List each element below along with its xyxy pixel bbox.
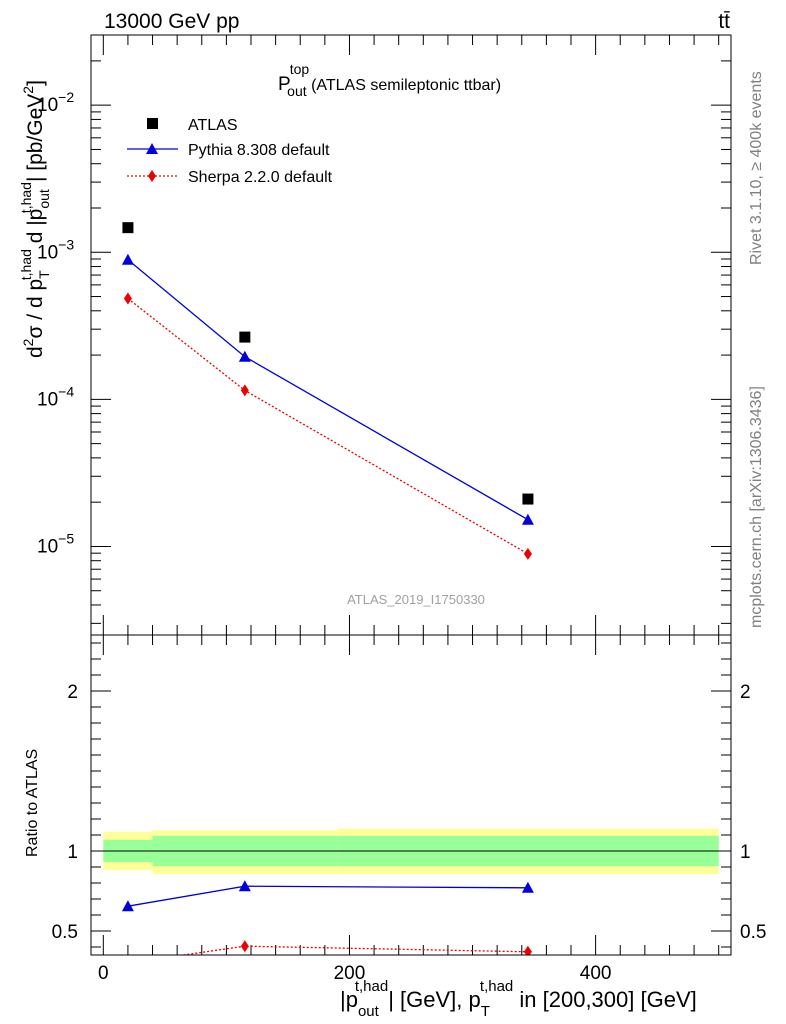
x-tick-label: 200 [334, 963, 366, 984]
ratio-series [121, 880, 534, 969]
ratio-y-tick-label-left: 2 [67, 682, 78, 703]
main-data-point [239, 331, 251, 343]
main-frame [90, 34, 732, 636]
ylabel-p5: ] [24, 80, 47, 86]
ratio-y-tick-label-right: 0.5 [740, 922, 766, 943]
ratio-y-tick-label-right: 1 [740, 842, 751, 863]
main-data-point [522, 493, 534, 505]
main-data-point [122, 222, 134, 234]
plot-title-sup: top [290, 61, 310, 77]
main-data-point [240, 384, 249, 397]
ylabel-p3: d |p [24, 209, 47, 249]
collision-label: 13000 GeV pp [104, 10, 239, 33]
process-label: tt̄ [718, 10, 730, 33]
main-y-axis-label: d2σ / d pTt,had d |poutt,had| [pb/GeV2] [18, 80, 52, 358]
ratio-series-line [127, 885, 528, 907]
main-y-tick-labels: 10−5 10−4 10−3 10−2 [37, 89, 74, 557]
main-axis-ticks [91, 34, 731, 635]
ratio-panel: 0.5 0.5 1 1 2 2 0 200 400 Ratio to ATLAS |pout t… [24, 634, 767, 1020]
ratio-data-point [523, 945, 532, 955]
x-tick-label: 0 [98, 963, 109, 984]
xlabel-p2sup: t,had [480, 978, 513, 995]
legend-sherpa-label: Sherpa 2.2.0 default [188, 169, 333, 186]
y-tick-label: 10−2 [37, 89, 74, 116]
legend-atlas-marker [147, 118, 158, 129]
x-axis-label: |pout t,had| [GeV], pTt,had in [200,300] … [340, 978, 697, 1020]
main-data-point [123, 292, 132, 305]
ylabel-p3sub: out [36, 189, 52, 209]
x-tick-labels: 0 200 400 [98, 963, 611, 984]
xlabel-p1sup: t,had [355, 978, 388, 995]
legend-sherpa-marker [148, 170, 156, 182]
ylabel-p1: d [24, 346, 47, 358]
legend-pythia-label: Pythia 8.308 default [188, 142, 330, 159]
y-tick-label: 10−4 [37, 383, 74, 410]
y-tick-label: 10−3 [37, 236, 74, 263]
ratio-data-point [240, 940, 249, 953]
ylabel-p1sup: 2 [20, 338, 36, 346]
xlabel-p2: | [GeV], p [388, 987, 481, 1012]
ylabel-p2: σ / d p [24, 279, 47, 339]
ylabel-p3sup: t,had [18, 182, 34, 213]
ratio-y-axis-label: Ratio to ATLAS [24, 749, 41, 857]
xlabel-p1sub: out [358, 1003, 380, 1020]
rivet-label: Rivet 3.1.10, ≥ 400k events [748, 71, 765, 265]
ratio-y-tick-label-left: 1 [67, 842, 78, 863]
main-data-point [523, 547, 532, 560]
main-series-line [127, 297, 529, 555]
xlabel-p3: in [200,300] [GeV] [513, 987, 696, 1012]
ylabel-p4sup: 2 [20, 86, 36, 94]
ylabel-p2sup: t,had [18, 249, 34, 280]
main-series [121, 222, 534, 560]
analysis-watermark: ATLAS_2019_I1750330 [347, 592, 485, 607]
ylabel-p2sub: T [36, 270, 52, 279]
ratio-data-point [238, 880, 251, 892]
xlabel-p1: |p [340, 987, 358, 1012]
plot-title-sub: out [287, 83, 307, 99]
ratio-data-point [124, 957, 132, 969]
legend: ATLAS Pythia 8.308 default Sherpa 2.2.0 … [127, 117, 333, 186]
ratio-y-tick-labels: 0.5 0.5 1 1 2 2 [52, 682, 767, 943]
ratio-data-point [521, 881, 534, 893]
ylabel-p4: | [pb/GeV [24, 94, 47, 182]
main-data-point [521, 513, 534, 525]
ratio-axis-ticks [91, 635, 731, 955]
main-panel: 10−5 10−4 10−3 10−2 Ptop out (ATLAS semilept… [18, 34, 732, 636]
xlabel-p2sub: T [481, 1003, 490, 1020]
x-tick-label: 400 [580, 963, 612, 984]
main-series-line [127, 259, 529, 521]
ratio-y-tick-label-left: 0.5 [52, 922, 78, 943]
ratio-y-tick-label-right: 2 [740, 682, 751, 703]
plot-title: Ptop out (ATLAS semileptonic ttbar) [278, 61, 501, 99]
main-data-point [238, 350, 251, 362]
plot-title-suffix: (ATLAS semileptonic ttbar) [307, 77, 501, 94]
main-data-point [121, 253, 134, 265]
legend-pythia-marker [146, 143, 158, 154]
plot-title-base: P [278, 74, 291, 95]
ratio-frame [90, 634, 732, 956]
ratio-data-point [121, 900, 134, 912]
y-tick-label: 10−5 [37, 530, 74, 557]
legend-atlas-label: ATLAS [188, 117, 238, 134]
mcplots-label: mcplots.cern.ch [arXiv:1306.3436] [748, 386, 765, 628]
